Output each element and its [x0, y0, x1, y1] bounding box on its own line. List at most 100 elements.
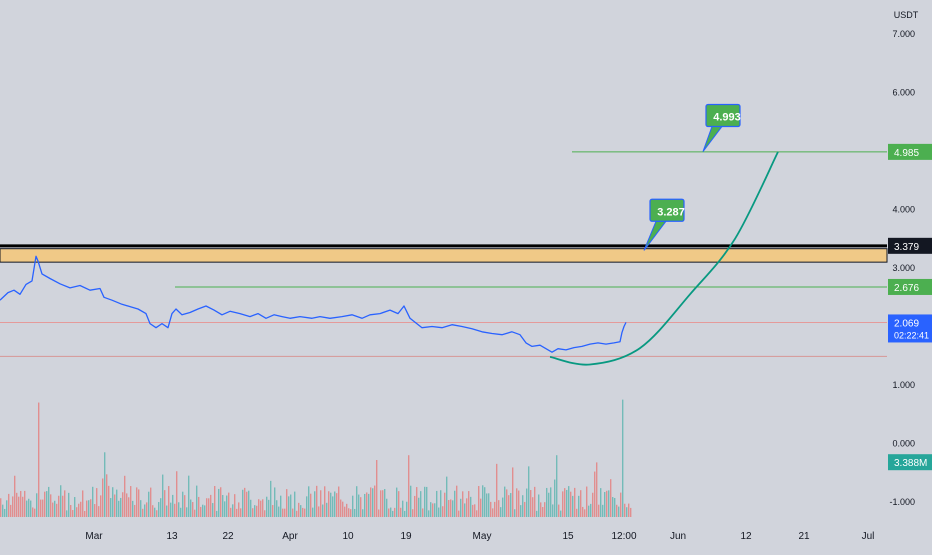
volume-bar: [264, 510, 266, 517]
callout-4993[interactable]: 4.993: [702, 103, 741, 152]
volume-bar: [502, 497, 504, 517]
callout-3287[interactable]: 3.287: [643, 198, 685, 251]
volume-bar: [392, 510, 394, 517]
volume-bar: [362, 509, 364, 517]
volume-bar: [442, 506, 444, 517]
volume-bar: [74, 497, 76, 517]
volume-bar: [478, 486, 480, 517]
volume-bar: [156, 510, 158, 517]
volume-bar: [150, 487, 152, 517]
volume-bar: [440, 490, 442, 517]
volume-bar: [36, 493, 38, 517]
volume-bar: [66, 510, 68, 517]
volume-bar: [556, 455, 558, 517]
volume-bar: [310, 493, 312, 517]
volume-bar: [366, 492, 368, 517]
volume-bar: [38, 402, 40, 517]
volume-bar: [558, 504, 560, 517]
volume-bar: [102, 478, 104, 517]
volume-bar: [88, 500, 90, 517]
volume-bar: [428, 510, 430, 517]
volume-bar: [336, 493, 338, 517]
volume-bar: [496, 463, 498, 517]
volume-bar: [138, 489, 140, 517]
volume-bar: [574, 487, 576, 517]
volume-bar: [588, 505, 590, 517]
volume-bar: [28, 498, 30, 517]
volume-bar: [372, 488, 374, 517]
volume-bar: [24, 490, 26, 517]
volume-bar: [446, 476, 448, 517]
volume-bar: [60, 485, 62, 517]
x-tick-label: 15: [562, 531, 574, 542]
volume-bar: [274, 487, 276, 517]
volume-bar: [280, 495, 282, 517]
volume-bar: [262, 499, 264, 517]
volume-bar: [272, 505, 274, 517]
volume-bar: [174, 503, 176, 517]
volume-bar: [14, 475, 16, 517]
volume-bar: [146, 502, 148, 517]
volume-bar: [270, 480, 272, 517]
volume-bar: [338, 486, 340, 517]
volume-bar: [130, 486, 132, 517]
volume-bar: [124, 475, 126, 517]
volume-bar: [72, 510, 74, 517]
volume-bar: [470, 496, 472, 517]
volume-bar: [108, 485, 110, 517]
volume-bar: [508, 495, 510, 517]
volume-bar: [518, 490, 520, 517]
volume-bar: [452, 500, 454, 517]
x-tick-label: Apr: [282, 531, 298, 542]
volume-bar: [354, 508, 356, 517]
volume-bar: [126, 493, 128, 517]
volume-bar: [100, 495, 102, 517]
volume-bar: [626, 507, 628, 517]
volume-bar: [254, 505, 256, 517]
volume-bar: [308, 486, 310, 517]
volume-bar: [430, 502, 432, 517]
resistance-zone: [0, 248, 888, 263]
volume-bar: [552, 504, 554, 517]
volume-bar: [180, 507, 182, 517]
volume-bar: [586, 486, 588, 517]
volume-bar: [606, 490, 608, 517]
volume-bar: [562, 491, 564, 517]
volume-bar: [344, 506, 346, 517]
volume-bar: [550, 487, 552, 517]
volume-bar: [614, 497, 616, 517]
volume-bar: [412, 509, 414, 517]
volume-bar: [462, 491, 464, 517]
volume-bar: [300, 505, 302, 517]
volume-bar: [542, 507, 544, 517]
volume-bar: [192, 502, 194, 517]
volume-bar: [182, 491, 184, 517]
volume-bar: [512, 467, 514, 517]
volume-bar: [4, 508, 6, 517]
volume-bar: [20, 490, 22, 517]
volume-bar: [526, 488, 528, 517]
price-badge-text: 3.388M: [894, 458, 927, 469]
volume-bar: [514, 509, 516, 517]
volume-bar: [250, 499, 252, 517]
volume-bar: [282, 508, 284, 517]
volume-bar: [302, 507, 304, 517]
volume-bar: [374, 485, 376, 517]
volume-bar: [12, 496, 14, 517]
volume-bar: [154, 507, 156, 517]
volume-bar: [364, 493, 366, 517]
volume-bar: [186, 507, 188, 517]
volume-bar: [184, 495, 186, 517]
volume-bar: [486, 493, 488, 517]
price-badge-bg: [888, 237, 932, 254]
volume-bar: [158, 502, 160, 517]
volume-bar: [164, 490, 166, 517]
volume-bar: [328, 491, 330, 517]
volume-bar: [62, 495, 64, 517]
volume-bar: [516, 488, 518, 517]
volume-bar: [340, 499, 342, 517]
volume-bar: [112, 487, 114, 517]
volume-bar: [408, 455, 410, 517]
